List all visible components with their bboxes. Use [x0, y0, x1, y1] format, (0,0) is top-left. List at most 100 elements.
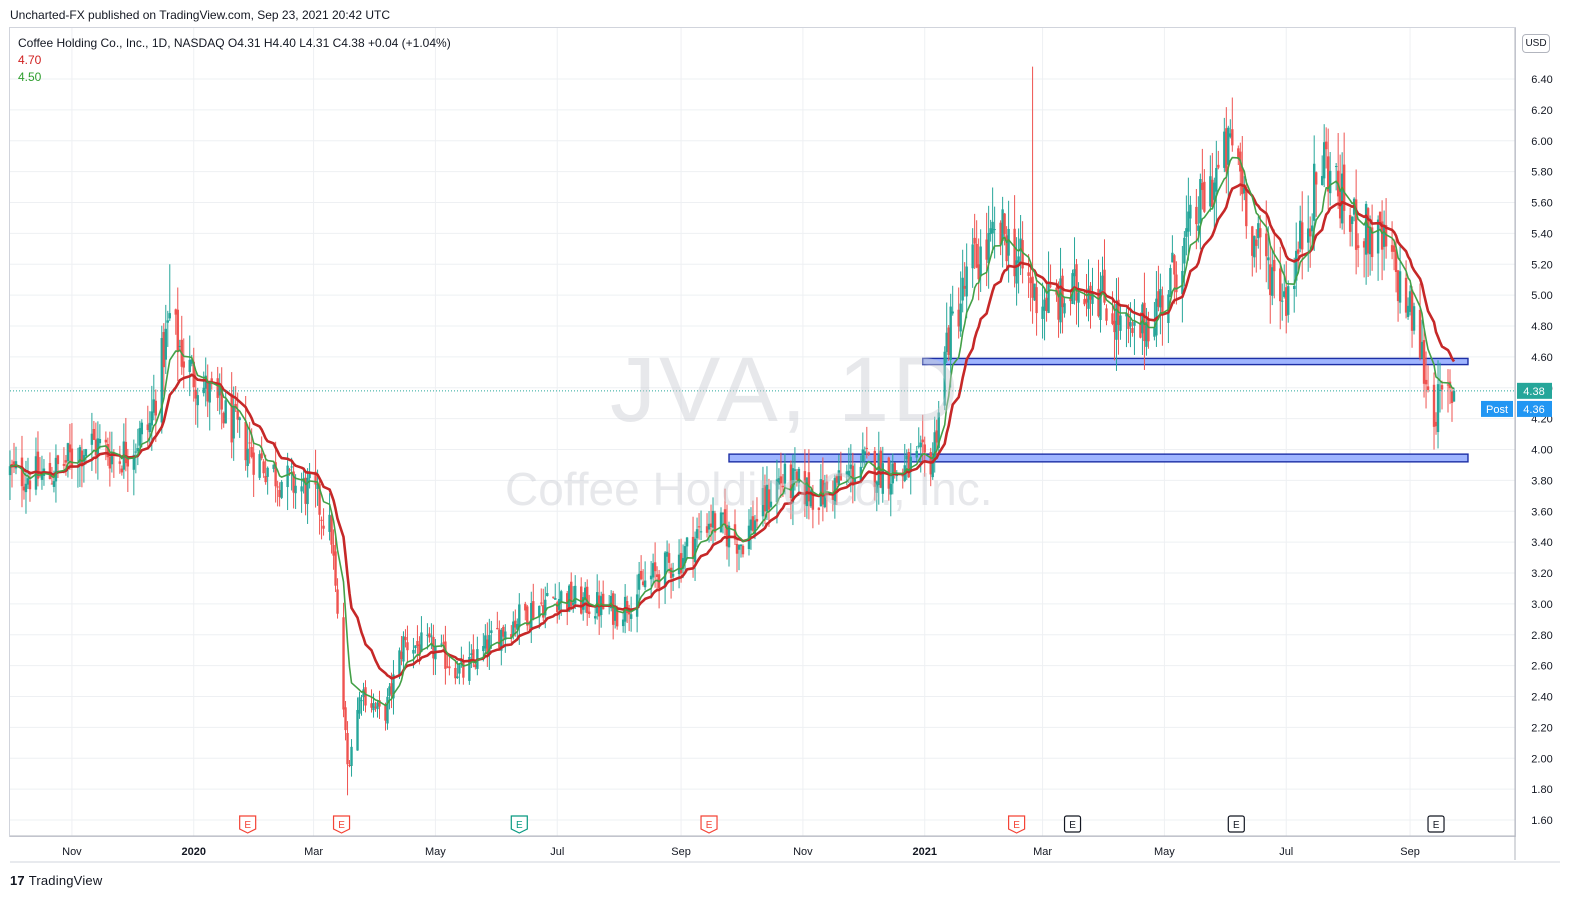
x-tick-label: Nov	[793, 846, 813, 858]
candle	[797, 466, 801, 496]
candle-body	[765, 484, 769, 512]
candle-body	[486, 639, 489, 655]
candle-body	[504, 631, 507, 640]
legend-ma-green-value[interactable]: 4.50	[18, 70, 42, 84]
y-tick-label: 2.80	[1531, 630, 1552, 642]
candle-body	[1215, 168, 1218, 192]
earnings-marker-icon[interactable]: E	[1063, 815, 1082, 833]
candle-body	[1057, 290, 1060, 320]
candle	[965, 243, 968, 319]
candle-body	[1396, 270, 1400, 302]
candle-body	[104, 439, 108, 443]
candle-body	[132, 454, 136, 470]
candle	[861, 432, 865, 468]
candle-body	[12, 461, 16, 465]
candle	[923, 436, 926, 477]
candle-body	[50, 483, 54, 485]
candle-body	[739, 544, 743, 547]
candle	[767, 478, 771, 527]
candle-body	[406, 642, 409, 651]
candle-body	[1378, 211, 1382, 226]
candle-body	[753, 520, 757, 534]
candle-body	[1097, 288, 1100, 317]
candle-body	[613, 605, 617, 621]
candle	[1406, 297, 1410, 320]
legend-ma-red-value[interactable]: 4.70	[18, 53, 42, 67]
candle-body	[344, 707, 347, 731]
candle	[428, 627, 431, 643]
time-axis: Nov 2020 Mar May Jul Sep Nov 2021 Mar May Jul Sep	[10, 835, 1560, 863]
candle-body	[1231, 129, 1234, 146]
earnings-marker-icon[interactable]: E	[332, 815, 351, 834]
earnings-marker-icon[interactable]: E	[1427, 815, 1445, 833]
candle	[747, 509, 751, 556]
candle	[1225, 107, 1228, 194]
candle	[1440, 380, 1444, 410]
earnings-marker-icon[interactable]: E	[239, 815, 257, 834]
candle-body	[490, 630, 493, 634]
candle	[737, 544, 741, 571]
x-tick-label: 2021	[912, 846, 936, 858]
y-tick-label: 6.40	[1531, 74, 1552, 86]
y-tick-label: 6.00	[1531, 136, 1552, 148]
candle	[1450, 388, 1454, 422]
candle-body	[36, 451, 40, 479]
candle	[426, 623, 429, 650]
x-tick-label: Jul	[550, 846, 564, 858]
candle	[1045, 280, 1048, 322]
candle	[1203, 169, 1206, 214]
candle-body	[1436, 384, 1440, 433]
candle-body	[1187, 211, 1190, 232]
earnings-marker-icon[interactable]: E	[1227, 815, 1245, 833]
legend-symbol-line[interactable]: Coffee Holding Co., Inc., 1D, NASDAQ O4.…	[18, 36, 451, 50]
earnings-marker-icon[interactable]: E	[510, 815, 528, 834]
candle-body	[332, 545, 335, 556]
candle-body	[839, 473, 843, 481]
candle-body	[991, 221, 994, 234]
tradingview-logo[interactable]: 17 TradingView	[10, 873, 102, 888]
candle	[1227, 125, 1230, 203]
candle-body	[540, 602, 543, 604]
candle	[320, 516, 323, 540]
price-axis: 1.60 1.80 2.00 2.20 2.40 2.60 2.80 3.00 3.20 3.40…	[1514, 28, 1553, 860]
candle-body	[292, 471, 295, 493]
candle-body	[709, 523, 713, 527]
candle	[166, 310, 169, 347]
candle-body	[26, 478, 30, 485]
candle-body	[1213, 182, 1216, 200]
candle	[1279, 246, 1282, 330]
candle	[705, 513, 709, 538]
candle	[1241, 136, 1244, 212]
candle	[94, 422, 98, 474]
candle-body	[1287, 286, 1290, 315]
candle-body	[412, 649, 415, 654]
candle-body	[949, 306, 952, 360]
candle-body	[64, 460, 68, 463]
candle-body	[1348, 215, 1352, 232]
candle-body	[514, 620, 517, 628]
candle	[1424, 351, 1428, 409]
y-tick-label: 5.60	[1531, 198, 1552, 210]
candle	[274, 441, 277, 503]
candle-body	[1424, 379, 1428, 385]
candle	[739, 544, 743, 558]
candle	[1368, 215, 1372, 276]
candle	[342, 602, 345, 718]
candle-body	[318, 484, 321, 515]
candle-body	[52, 481, 56, 487]
y-tick-label: 5.20	[1531, 259, 1552, 271]
candle-body	[448, 666, 451, 669]
candle	[446, 653, 449, 669]
candle	[1131, 320, 1134, 337]
candle-body	[484, 635, 487, 649]
earnings-marker-icon[interactable]: E	[1008, 815, 1026, 834]
currency-button[interactable]: USD	[1522, 34, 1550, 53]
candle	[92, 420, 96, 440]
candle-body	[775, 479, 779, 503]
candle-body	[993, 229, 996, 231]
candle-body	[530, 602, 533, 629]
earnings-marker-icon[interactable]: E	[700, 815, 718, 834]
candle	[629, 596, 633, 632]
candle	[1215, 140, 1218, 227]
